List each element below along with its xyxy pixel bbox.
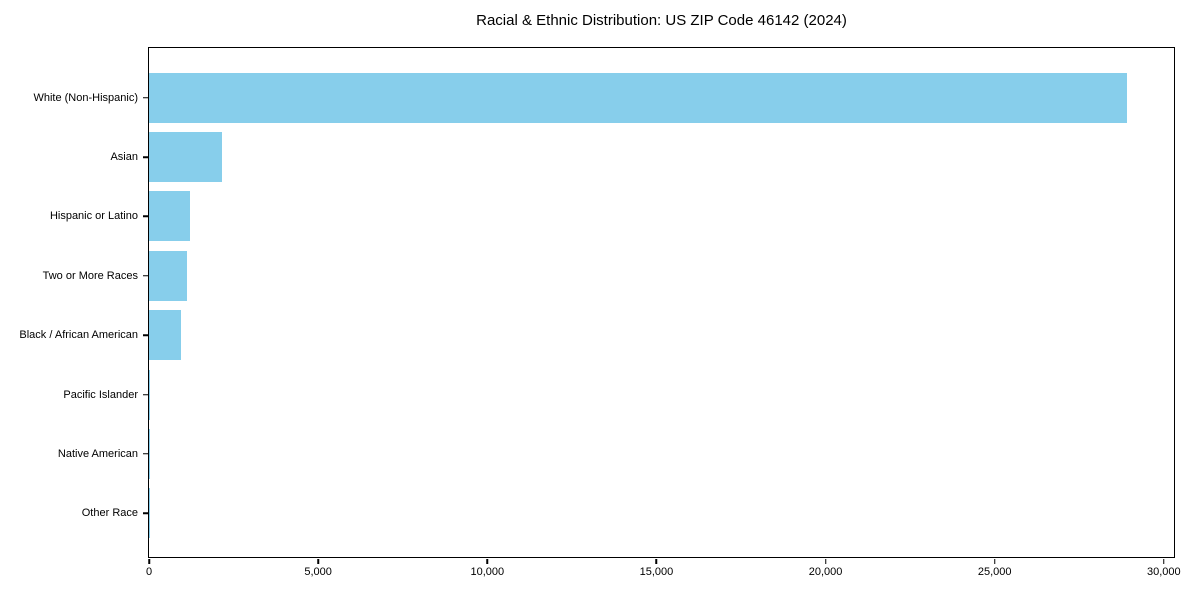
y-tick-mark	[142, 156, 148, 158]
x-tick-label: 25,000	[977, 566, 1012, 578]
chart-row-two-or-more-races: Two or More Races	[43, 246, 1174, 305]
x-tick-label: 20,000	[808, 566, 843, 578]
y-tick-mark	[142, 393, 148, 396]
bar-white-non-hispanic	[149, 72, 1127, 123]
y-tick-mark	[142, 96, 148, 99]
y-tick-label-white-non-hispanic: White (Non-Hispanic)	[33, 91, 138, 104]
y-tick-label-hispanic-or-latino: Hispanic or Latino	[49, 210, 138, 223]
chart-row-hispanic-or-latino: Hispanic or Latino	[50, 187, 1174, 246]
x-tick-label: 5,000	[304, 566, 332, 578]
chart-row-pacific-islander: Pacific Islander	[63, 365, 1174, 424]
y-tick-label-asian: Asian	[110, 151, 138, 164]
x-tick-label: 0	[145, 566, 153, 578]
bar-asian	[149, 132, 223, 183]
y-tick-label-pacific-islander: Pacific Islander	[63, 388, 138, 401]
x-tick-mark	[1163, 558, 1165, 564]
y-tick-label-native-american: Native American	[57, 447, 138, 460]
bar-black-african-american	[149, 310, 181, 361]
x-tick-mark	[824, 558, 827, 564]
bar-native-american	[149, 428, 150, 479]
x-tick-label: 10,000	[470, 566, 505, 578]
x-tick-label: 15,000	[639, 566, 674, 578]
chart-title: Racial & Ethnic Distribution: US ZIP Cod…	[476, 12, 847, 29]
plot-area: White (Non-Hispanic) Asian Hispanic or Lat…	[19, 47, 1181, 578]
bar-hispanic-or-latino	[149, 191, 190, 242]
y-tick-label-other-race: Other Race	[81, 507, 138, 520]
bar-pacific-islander	[149, 369, 150, 420]
x-tick-mark	[993, 558, 996, 564]
x-tick-mark	[655, 558, 658, 564]
y-tick-mark	[142, 512, 148, 515]
chart-row-other-race: Other Race	[82, 484, 1174, 543]
y-tick-mark	[142, 453, 148, 455]
x-tick-mark	[148, 558, 150, 564]
chart-row-native-american: Native American	[58, 424, 1174, 483]
x-tick-mark	[486, 558, 489, 564]
bar-two-or-more-races	[149, 250, 187, 301]
x-tick-mark	[317, 558, 319, 564]
y-tick-mark	[142, 275, 148, 277]
chart-row-white-non-hispanic: White (Non-Hispanic)	[33, 68, 1174, 127]
bar-rows: White (Non-Hispanic) Asian Hispanic or Lat…	[19, 48, 1174, 557]
y-tick-mark	[142, 215, 148, 218]
chart-row-asian: Asian	[110, 127, 1174, 186]
y-tick-label-two-or-more-races: Two or More Races	[42, 269, 138, 282]
y-tick-label-black-african-american: Black / African American	[19, 329, 138, 342]
x-tick-label: 30,000	[1147, 566, 1181, 578]
y-tick-mark	[142, 334, 148, 336]
chart-row-black-african-american: Black / African American	[19, 306, 1174, 365]
